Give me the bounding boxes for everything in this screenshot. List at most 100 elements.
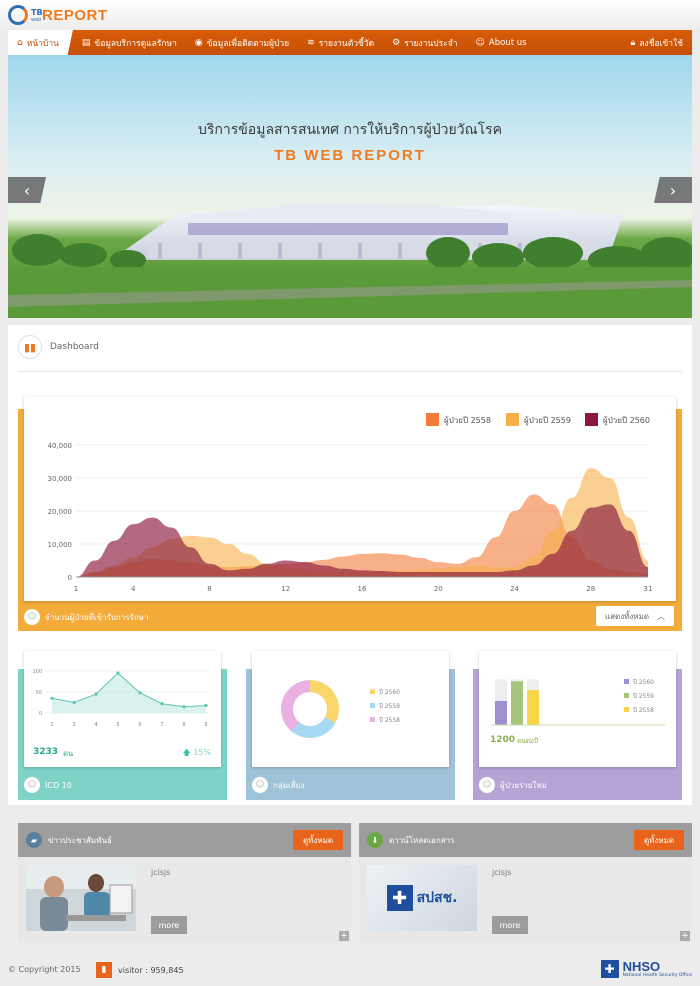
x-tick-label: 24	[510, 585, 519, 593]
chart-footer: ☺ จำนวนผู้ป่วยที่เข้ารับการรักษา	[24, 609, 148, 625]
news-panel: ▰ ข่าวประชาสัมพันธ์ ดูทั้งหมด jcisjs mor…	[18, 823, 351, 942]
legend-swatch	[370, 717, 375, 722]
logo-report: REPORT	[42, 6, 108, 24]
nav-label: หน้าบ้าน	[26, 38, 59, 49]
series-area-2	[76, 468, 648, 577]
data-point	[50, 696, 54, 700]
nav-label: รายงานตัวชี้วัด	[318, 38, 375, 49]
legend-label: ปี 2560	[632, 678, 654, 686]
news-panel-header: ▰ ข่าวประชาสัมพันธ์ ดูทั้งหมด	[18, 823, 351, 857]
icd10-count: 3233	[33, 747, 59, 757]
chart-panel: 0 10,000 20,000 30,000 40,000 1 4 8 12 16 20 24 28 31…	[24, 397, 676, 601]
map-pin-icon: ◉	[194, 37, 203, 48]
downloads-thumbnail[interactable]: ✚ สปสช.	[367, 865, 477, 931]
y-tick-label: 40,000	[48, 442, 73, 450]
news-thumbnail[interactable]	[26, 865, 136, 931]
banner-title: บริการข้อมูลสารสนเทศ การให้บริการผู้ป่วย…	[197, 122, 503, 138]
home-icon: ⌂	[17, 37, 23, 48]
divider	[18, 371, 682, 372]
page-footer: © Copyright 2015 ▮ visitor : 959,845 ✚ N…	[0, 955, 700, 986]
nav-label: รายงานประจำ	[404, 38, 458, 49]
chevron-right-icon: ›	[669, 180, 677, 200]
y-tick-label: 30,000	[48, 475, 73, 483]
trend-value: 15%	[193, 748, 211, 757]
nav-login[interactable]: 🔒︎ ลงชื่อเข้าใช้	[622, 30, 692, 55]
x-tick-label: 2	[50, 722, 53, 728]
patients-area-chart: 0 10,000 20,000 30,000 40,000 1 4 8 12 16 20 24 28 31…	[48, 413, 652, 593]
legend-label: ปี 2560	[378, 688, 400, 696]
nav-home[interactable]: ⌂ หน้าบ้าน	[8, 30, 73, 55]
y-tick-label: 50	[36, 690, 42, 696]
x-tick-label: 4	[131, 585, 136, 593]
site-logo[interactable]: TB web REPORT	[8, 4, 108, 26]
y-tick-label: 0	[39, 711, 42, 717]
legend-swatch	[370, 689, 375, 694]
bar-chart-icon: ▮▮	[18, 335, 42, 359]
legend-label: ผู้ป่วยปี 2560	[603, 416, 650, 426]
y-tick-label: 10,000	[48, 541, 73, 549]
gear-icon: ⚙	[392, 37, 401, 48]
news-more-button[interactable]: more	[151, 916, 187, 934]
user-icon: ☺	[475, 37, 485, 48]
bar	[511, 681, 523, 725]
data-point	[94, 692, 98, 696]
new-patients-unit: คนต่อปี	[517, 737, 539, 745]
nav-indicator-report[interactable]: ≋ รายงานตัวชี้วัด	[298, 30, 383, 55]
show-all-label: แสดงทั้งหมด	[604, 611, 650, 621]
arrow-up-icon: 🡅	[182, 748, 191, 757]
nav-treatment-service[interactable]: ▤ ข้อมูลบริการดูแลรักษา	[73, 30, 186, 55]
y-tick-label: 20,000	[48, 508, 73, 516]
downloads-panel-header: ⬇ ดาวน์โหลดเอกสาร ดูทั้งหมด	[359, 823, 692, 857]
card-label: ICD 10	[45, 780, 72, 790]
hero-banner: บริการข้อมูลสารสนเทศ การให้บริการผู้ป่วย…	[8, 55, 692, 318]
x-tick-label: 9	[204, 722, 207, 728]
nav-about-us[interactable]: ☺ About us	[467, 30, 536, 55]
card-footer: ☺ กลุ่มเสี่ยง	[252, 777, 304, 793]
legend-label: ปี 2559	[632, 692, 654, 700]
new-patients-panel: ปี 2560 ปี 2559 ปี 2558 1200 คนต่อปี	[479, 651, 676, 767]
downloads-panel-title: ดาวน์โหลดเอกสาร	[389, 835, 455, 845]
patients-chart-card: 0 10,000 20,000 30,000 40,000 1 4 8 12 16 20 24 28 31…	[18, 397, 682, 631]
new-patients-count: 1200	[490, 735, 516, 745]
data-point	[160, 702, 164, 706]
donut-slice	[309, 680, 339, 723]
visitor-count: visitor : 959,845	[118, 965, 184, 975]
logo-tb: TB	[31, 8, 43, 17]
data-point	[204, 703, 208, 708]
card-label: กลุ่มเสี่ยง	[273, 780, 305, 790]
x-tick-label: 12	[281, 585, 290, 593]
show-all-button[interactable]: แสดงทั้งหมด ︿	[596, 606, 674, 626]
trend-indicator: 🡅 15%	[182, 747, 211, 761]
nav-patient-tracking[interactable]: ◉ ข้อมูลเพื่อติดตามผู้ป่วย	[186, 30, 298, 55]
banner-illustration	[8, 203, 692, 318]
expand-plus-icon[interactable]: +	[339, 931, 349, 941]
x-tick-label: 8	[182, 722, 185, 728]
slider-prev-button[interactable]: ‹	[8, 177, 46, 203]
x-tick-label: 8	[207, 585, 211, 593]
thumbnail-text: สปสช.	[416, 890, 458, 906]
nav-routine-report[interactable]: ⚙ รายงานประจำ	[383, 30, 466, 55]
clipboard-icon: ▤	[81, 37, 91, 48]
nhso-logo[interactable]: ✚ NHSO National Health Security Office	[600, 958, 692, 978]
news-item-text: jcisjs	[151, 868, 171, 877]
series-area-3	[76, 504, 648, 577]
downloads-view-all-button[interactable]: ดูทั้งหมด	[634, 830, 684, 850]
legend-label: ผู้ป่วยปี 2558	[444, 416, 491, 426]
download-item-text: jcisjs	[492, 868, 512, 877]
donut-slice	[291, 716, 336, 738]
news-panel-title: ข่าวประชาสัมพันธ์	[48, 835, 112, 845]
legend-label: ผู้ป่วยปี 2559	[524, 416, 571, 426]
nav-label: ข้อมูลเพื่อติดตามผู้ป่วย	[206, 38, 290, 49]
report-icon: ≋	[307, 37, 315, 48]
news-view-all-button[interactable]: ดูทั้งหมด	[293, 830, 343, 850]
downloads-more-button[interactable]: more	[492, 916, 528, 934]
expand-plus-icon[interactable]: +	[680, 931, 690, 941]
risk-group-donut-chart: ปี 2560 ปี 2559 ปี 2558	[281, 680, 400, 738]
dashboard-section: ▮▮ Dashboard 0 10,000 20,000 30,000 40,000 1 4…	[8, 325, 692, 805]
slider-next-button[interactable]: ›	[654, 177, 692, 203]
data-point	[138, 691, 142, 695]
banner-subtitle: TB WEB REPORT	[274, 147, 426, 164]
y-tick-label: 100	[32, 669, 42, 675]
series-area-1	[76, 494, 648, 577]
nhso-short-name: NHSO	[622, 958, 661, 974]
